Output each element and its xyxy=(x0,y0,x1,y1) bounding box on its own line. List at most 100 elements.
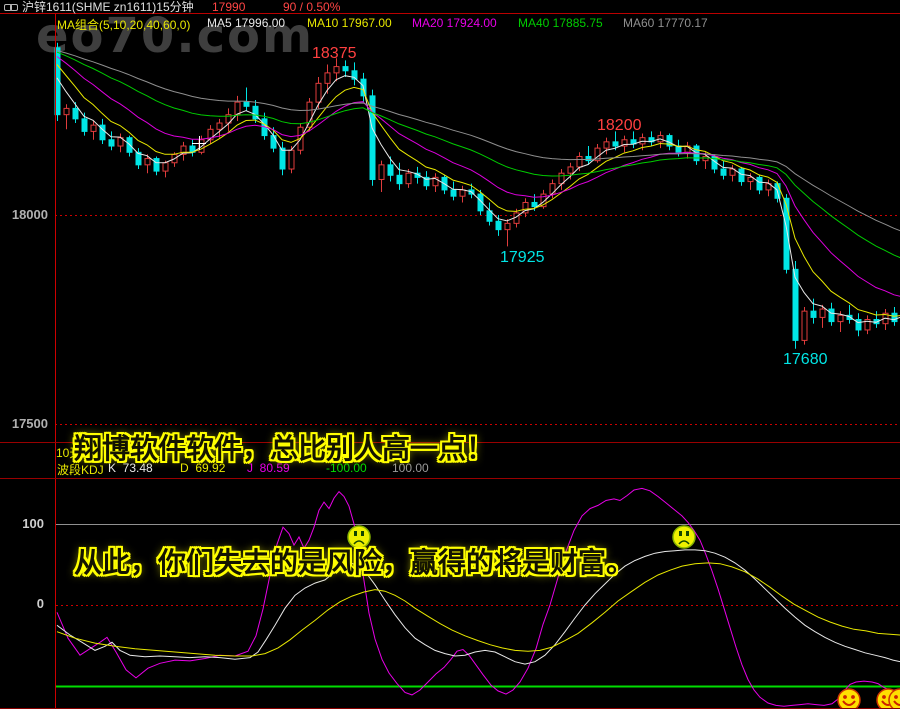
candle-up xyxy=(405,172,412,185)
ma-line-MA40 xyxy=(56,51,900,259)
candle-up xyxy=(207,128,214,141)
price-annotation: 17925 xyxy=(500,249,545,266)
candle-up xyxy=(378,164,385,180)
sad-face-mouth xyxy=(353,540,365,545)
last-price: 17990 xyxy=(212,0,246,14)
ma-line-MA10 xyxy=(56,64,900,317)
candle-up xyxy=(306,101,313,128)
candle-up xyxy=(234,101,241,116)
candle-up xyxy=(216,122,223,130)
candle-up xyxy=(864,319,871,331)
ma-group-label[interactable]: MA组合(5,10,20,40,60,0) xyxy=(57,18,191,32)
candle-down xyxy=(855,319,862,331)
candle-down xyxy=(396,174,403,185)
candle-down xyxy=(495,220,502,231)
candle-up xyxy=(522,201,529,214)
happy-face-mouth xyxy=(893,700,900,706)
slogan-line1: 翔博软件软件，总比别人高一点！ xyxy=(74,432,495,465)
candle-down xyxy=(369,95,376,180)
sad-face-eye xyxy=(361,531,364,536)
sad-face-icon xyxy=(347,525,371,549)
sad-face-icon xyxy=(672,525,696,549)
link-icon[interactable] xyxy=(4,3,20,12)
candle-down xyxy=(828,308,835,323)
kdj-line-D xyxy=(56,562,900,657)
ma-line-MA60 xyxy=(56,50,900,232)
slogan-overlay: 翔博软件软件，总比别人高一点！ 从此，你们失去的是风险，赢得的将是财富。 xyxy=(74,354,634,658)
watermark: eo70.com xyxy=(36,8,315,64)
candle-up xyxy=(819,308,826,318)
happy-face-eye xyxy=(843,695,847,699)
ma60-readout: MA60 17770.17 xyxy=(623,16,708,30)
y-axis-label-17500: 17500 xyxy=(11,416,48,431)
kdj-upper-bound: 100.00 xyxy=(392,461,429,475)
candle-down xyxy=(450,189,457,197)
candle-down xyxy=(477,193,484,212)
candle-up xyxy=(801,310,808,341)
candle-up xyxy=(747,176,754,183)
ma20-readout: MA20 17924.00 xyxy=(412,16,497,30)
candle-down xyxy=(351,70,358,80)
slogan-line2: 从此，你们失去的是风险，赢得的将是财富。 xyxy=(74,546,635,579)
candle-down xyxy=(81,118,88,132)
candle-up xyxy=(567,166,574,174)
candle-down xyxy=(108,139,115,147)
sad-face-eye xyxy=(354,531,357,536)
candle-up xyxy=(639,137,646,145)
candle-up xyxy=(315,82,322,103)
price-annotation: 18375 xyxy=(312,45,357,62)
candle-down xyxy=(720,168,727,176)
sad-face-eye xyxy=(679,531,682,536)
happy-face-eye xyxy=(894,695,898,699)
kdj-line-J xyxy=(56,487,900,707)
kdj-y-label-100: 100 xyxy=(22,516,44,531)
kdj-d-readout: D 69.92 xyxy=(180,461,226,475)
candle-up xyxy=(324,72,331,84)
candle-up xyxy=(540,193,547,208)
candle-down xyxy=(387,164,394,176)
kdj-j-readout: J 80.59 xyxy=(247,461,290,475)
kdj-indicator-label[interactable]: 波段KDJ xyxy=(57,463,104,477)
candle-down xyxy=(783,197,790,270)
happy-face-eye xyxy=(882,695,886,699)
sad-face-mouth xyxy=(678,540,690,545)
candle-down xyxy=(666,135,673,147)
y-axis-label-18000: 18000 xyxy=(11,207,48,222)
candle-up xyxy=(504,222,511,231)
candle-down xyxy=(891,312,898,323)
candle-down xyxy=(792,268,799,341)
candle-up xyxy=(432,176,439,187)
candle-up xyxy=(180,145,187,155)
candle-down xyxy=(279,147,286,170)
kdj-lower-bound: -100.00 xyxy=(326,461,367,475)
candle-down xyxy=(738,168,745,183)
candle-up xyxy=(144,158,151,166)
price-annotation: 18200 xyxy=(597,117,642,134)
candle-down xyxy=(810,310,817,318)
instrument-title: 沪锌1611(SHME zn1611)15分钟 xyxy=(22,0,194,14)
period-label[interactable]: 10天 xyxy=(56,446,82,460)
sad-face-eye xyxy=(686,531,689,536)
kdj-line-K xyxy=(56,549,900,665)
kdj-y-label-0: 0 xyxy=(36,596,44,611)
candle-up xyxy=(621,139,628,147)
candle-down xyxy=(585,155,592,162)
candle-down xyxy=(342,66,349,72)
candle-down xyxy=(243,101,250,107)
candle-down xyxy=(72,107,79,120)
candle-down xyxy=(531,201,538,208)
candle-down xyxy=(423,176,430,187)
ma-line-MA20 xyxy=(56,56,900,297)
candle-down xyxy=(612,141,619,147)
candle-up xyxy=(333,66,340,74)
candle-down xyxy=(99,124,106,141)
happy-face-icon xyxy=(837,688,861,709)
happy-face-eye xyxy=(851,695,855,699)
candle-up xyxy=(837,314,844,323)
ma-line-MA5 xyxy=(56,75,900,324)
candle-down xyxy=(153,158,160,172)
candle-down xyxy=(756,176,763,191)
happy-face-mouth xyxy=(842,700,856,706)
